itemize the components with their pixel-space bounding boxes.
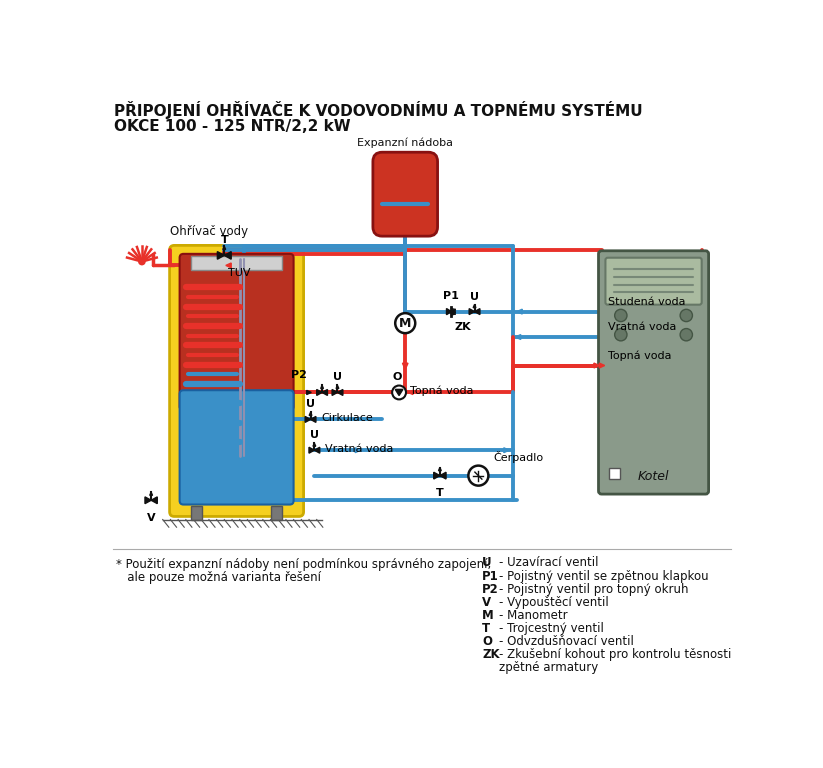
Text: Ohřívač vody: Ohřívač vody: [170, 226, 249, 238]
Text: Cirkulace: Cirkulace: [321, 413, 373, 423]
Polygon shape: [332, 389, 337, 396]
Polygon shape: [309, 447, 314, 453]
Polygon shape: [223, 247, 226, 250]
Polygon shape: [439, 468, 441, 471]
Polygon shape: [307, 390, 311, 395]
Polygon shape: [402, 363, 408, 369]
Polygon shape: [310, 416, 316, 422]
Polygon shape: [515, 335, 521, 339]
Circle shape: [138, 258, 146, 266]
Polygon shape: [469, 309, 475, 315]
Polygon shape: [408, 390, 413, 395]
Text: P2: P2: [482, 583, 499, 596]
Circle shape: [468, 465, 488, 485]
Text: ZK: ZK: [454, 323, 472, 333]
Text: U: U: [310, 430, 319, 440]
Polygon shape: [439, 472, 446, 479]
Text: Expanzní nádoba: Expanzní nádoba: [357, 137, 453, 147]
Text: - Trojcestný ventil: - Trojcestný ventil: [500, 622, 604, 635]
Text: - Pojistný ventil se zpětnou klapkou: - Pojistný ventil se zpětnou klapkou: [500, 570, 709, 583]
Text: P1: P1: [482, 570, 499, 583]
Text: Topná voda: Topná voda: [410, 386, 473, 396]
Polygon shape: [145, 497, 151, 504]
Text: V: V: [146, 513, 156, 523]
Text: Topná voda: Topná voda: [607, 350, 672, 361]
Text: ale pouze možná varianta řešení: ale pouze možná varianta řešení: [116, 571, 321, 584]
Circle shape: [680, 310, 692, 322]
Text: U: U: [470, 292, 479, 302]
Polygon shape: [356, 448, 360, 452]
Polygon shape: [475, 309, 480, 315]
FancyBboxPatch shape: [606, 258, 702, 305]
Bar: [609, 468, 620, 478]
Text: ZK: ZK: [482, 648, 500, 661]
Polygon shape: [151, 497, 157, 504]
Text: Vratná voda: Vratná voda: [325, 444, 393, 454]
Text: TUV: TUV: [228, 268, 251, 278]
Text: - Zkušební kohout pro kontrolu těsnosti: - Zkušební kohout pro kontrolu těsnosti: [500, 648, 732, 661]
Polygon shape: [217, 252, 225, 260]
Text: OKCE 100 - 125 NTR/2,2 kW: OKCE 100 - 125 NTR/2,2 kW: [114, 119, 351, 134]
FancyBboxPatch shape: [179, 254, 294, 410]
Text: O: O: [482, 635, 492, 648]
Polygon shape: [314, 447, 320, 453]
Text: U: U: [482, 557, 492, 569]
FancyBboxPatch shape: [170, 246, 304, 516]
FancyBboxPatch shape: [373, 152, 438, 236]
Circle shape: [680, 329, 692, 341]
Text: - Odvzdušňovací ventil: - Odvzdušňovací ventil: [500, 635, 634, 648]
Text: PŘIPOJENÍ OHŘÍVAČE K VODOVODNÍMU A TOPNÉMU SYSTÉMU: PŘIPOJENÍ OHŘÍVAČE K VODOVODNÍMU A TOPNÉ…: [114, 101, 643, 119]
Text: U: U: [306, 399, 315, 409]
Bar: [272, 505, 282, 519]
Circle shape: [615, 329, 627, 341]
Text: * Použití expanzní nádoby není podmínkou správného zapojení,: * Použití expanzní nádoby není podmínkou…: [116, 558, 491, 571]
FancyBboxPatch shape: [598, 251, 709, 494]
Text: P1: P1: [444, 291, 459, 301]
Text: V: V: [482, 596, 491, 609]
Circle shape: [615, 310, 627, 322]
Polygon shape: [150, 492, 152, 495]
Text: - Vypouštěcí ventil: - Vypouštěcí ventil: [500, 596, 609, 609]
Polygon shape: [317, 389, 322, 396]
Polygon shape: [313, 443, 316, 446]
Circle shape: [395, 313, 416, 333]
Polygon shape: [321, 386, 323, 389]
Polygon shape: [504, 448, 509, 452]
Polygon shape: [473, 305, 476, 308]
Polygon shape: [309, 412, 312, 415]
Text: O: O: [393, 372, 402, 382]
Polygon shape: [226, 263, 231, 268]
Text: - Pojistný ventil pro topný okruh: - Pojistný ventil pro topný okruh: [500, 583, 689, 596]
Circle shape: [392, 386, 406, 399]
Text: T: T: [436, 488, 444, 498]
Polygon shape: [336, 386, 339, 389]
Polygon shape: [594, 363, 599, 368]
Text: T: T: [482, 622, 491, 635]
Text: M: M: [482, 609, 494, 622]
Polygon shape: [517, 310, 523, 314]
Bar: [191, 505, 202, 519]
Bar: [191, 257, 282, 270]
Text: - Manometr: - Manometr: [500, 609, 568, 622]
Polygon shape: [337, 389, 343, 396]
Text: Kotel: Kotel: [638, 470, 669, 483]
Text: T: T: [221, 234, 228, 245]
Polygon shape: [395, 389, 403, 396]
Text: U: U: [333, 372, 342, 382]
Text: Studená voda: Studená voda: [607, 297, 686, 307]
Polygon shape: [322, 389, 328, 396]
Polygon shape: [447, 309, 452, 315]
Polygon shape: [225, 252, 231, 260]
Polygon shape: [305, 416, 310, 422]
Text: Čerpadlo: Čerpadlo: [494, 452, 544, 463]
FancyBboxPatch shape: [179, 390, 294, 505]
Polygon shape: [599, 363, 605, 368]
Text: Vratná voda: Vratná voda: [607, 323, 677, 333]
Text: zpětné armatury: zpětné armatury: [500, 661, 598, 674]
Polygon shape: [434, 472, 439, 479]
Text: P2: P2: [291, 370, 307, 380]
Text: - Uzavírací ventil: - Uzavírací ventil: [500, 557, 598, 569]
Text: M: M: [399, 316, 412, 329]
